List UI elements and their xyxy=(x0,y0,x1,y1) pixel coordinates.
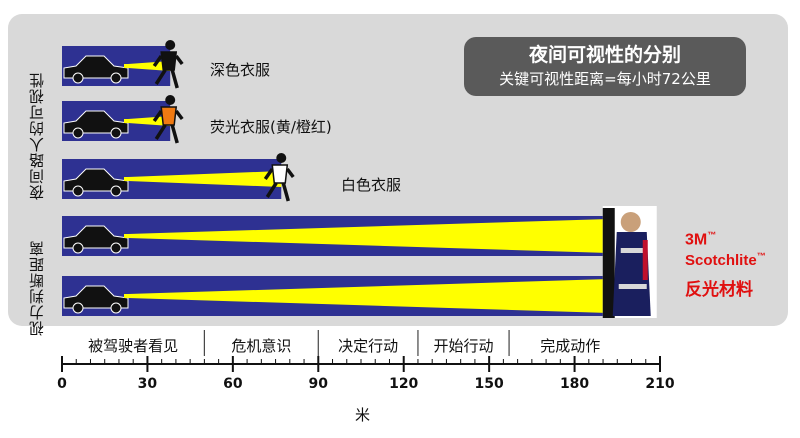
reflective-stripe-2 xyxy=(618,284,647,289)
row-label-dark-clothing: 深色衣服 xyxy=(210,61,271,79)
phase-label: 开始行动 xyxy=(433,337,494,355)
group-label-pedestrian: 夜间路人的可视性 xyxy=(28,72,46,200)
headlight-beam-3 xyxy=(128,171,282,187)
pedestrian-icon xyxy=(152,95,184,144)
chart-subtitle: 关键可视性距离=每小时72公里 xyxy=(499,70,711,88)
phase-label: 危机意识 xyxy=(231,337,292,355)
x-tick-label: 150 xyxy=(474,376,504,392)
photo-shadow xyxy=(602,208,615,318)
x-axis-label: 米 xyxy=(355,406,371,424)
car-icon xyxy=(63,55,129,84)
row-label-white-clothing: 白色衣服 xyxy=(341,176,402,194)
x-tick-label: 30 xyxy=(137,376,158,392)
chart-title: 夜间可视性的分别 xyxy=(528,44,681,66)
pedestrian-icon xyxy=(152,40,184,89)
x-tick-label: 180 xyxy=(559,376,590,392)
headlight-beam-5 xyxy=(128,279,609,313)
x-tick-label: 120 xyxy=(389,376,419,392)
x-tick-label: 60 xyxy=(223,376,243,392)
headlight-beam-1 xyxy=(128,61,171,71)
phase-label: 决定行动 xyxy=(338,337,399,355)
car-icon xyxy=(63,285,129,314)
x-tick-label: 210 xyxy=(645,376,675,392)
brand-line-scotchlite: Scotchlite™ xyxy=(685,251,766,269)
x-tick-label: 0 xyxy=(57,376,67,392)
brand-line-3m: 3M™ xyxy=(685,230,717,249)
headlight-beam-4 xyxy=(128,219,609,253)
title-box: 夜间可视性的分别 关键可视性距离=每小时72公里 xyxy=(464,37,746,96)
row-label-fluorescent-clothing: 荧光衣服(黄/橙红) xyxy=(210,118,332,136)
car-icon xyxy=(63,110,129,139)
headlight-beam-2 xyxy=(128,116,171,126)
car-icon xyxy=(63,225,129,254)
phase-label: 完成动作 xyxy=(540,337,601,355)
phase-label: 被驾驶者看见 xyxy=(88,337,179,355)
jacket-trim xyxy=(642,240,648,280)
person-head-icon xyxy=(620,212,641,232)
group-label-judgment: 视力判断距离 xyxy=(28,240,46,336)
reflective-stripe-1 xyxy=(620,248,645,253)
x-tick-label: 90 xyxy=(308,376,329,392)
brand-line-material: 反光材料 xyxy=(685,280,753,300)
pedestrian-icon xyxy=(263,153,295,202)
car-icon xyxy=(63,168,129,197)
